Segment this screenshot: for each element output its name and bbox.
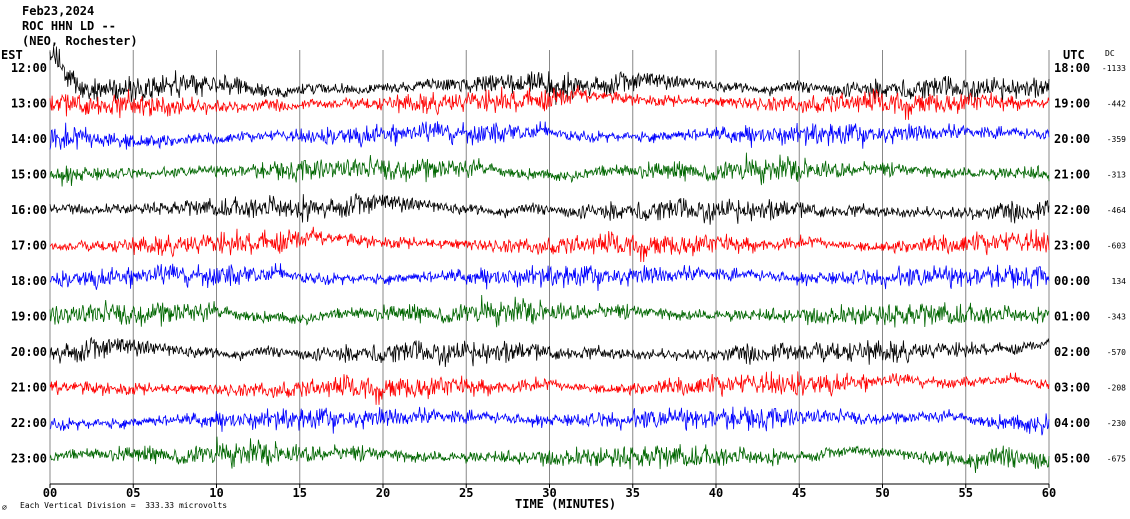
dc-value-22:00: -230 [1107, 419, 1126, 428]
x-tick-label-10: 10 [209, 486, 223, 500]
est-label-18:00: 18:00 [11, 274, 47, 288]
dc-value-23:00: -675 [1107, 455, 1126, 464]
est-label-23:00: 23:00 [11, 452, 47, 466]
trace-20:00 [49, 336, 1050, 368]
trace-14:00 [49, 121, 1050, 150]
x-tick-label-60: 60 [1042, 486, 1056, 500]
dc-value-14:00: -359 [1107, 135, 1126, 144]
trace-19:00 [49, 294, 1050, 328]
est-label-15:00: 15:00 [11, 168, 47, 182]
x-tick-label-05: 05 [126, 486, 140, 500]
trace-21:00 [49, 371, 1050, 405]
est-label-16:00: 16:00 [11, 203, 47, 217]
left-timezone-label: EST [1, 48, 23, 62]
header-station: ROC HHN LD -- [22, 19, 116, 33]
x-tick-label-00: 00 [43, 486, 57, 500]
trace-16:00 [49, 192, 1050, 225]
trace-22:00 [49, 406, 1050, 436]
utc-label-22:00: 22:00 [1054, 203, 1090, 217]
est-label-13:00: 13:00 [11, 97, 47, 111]
dc-value-12:00: -1133 [1102, 64, 1126, 73]
utc-label-05:00: 05:00 [1054, 452, 1090, 466]
x-tick-label-35: 35 [626, 486, 640, 500]
dc-value-13:00: -442 [1107, 100, 1126, 109]
trace-13:00 [49, 85, 1050, 120]
time-axis: 00 05 10 15 20 25 30 35 40 45 50 55 60 [43, 484, 1056, 500]
dc-value-19:00: -343 [1107, 313, 1126, 322]
dc-value-20:00: -570 [1107, 348, 1126, 357]
est-label-21:00: 21:00 [11, 381, 47, 395]
utc-label-03:00: 03:00 [1054, 381, 1090, 395]
dc-value-16:00: -464 [1107, 206, 1126, 215]
x-tick-label-20: 20 [376, 486, 390, 500]
dc-offset-label: DC [1105, 49, 1115, 58]
trace-23:00 [49, 436, 1050, 474]
scale-note: Each Vertical Division = 333.33 microvol… [20, 501, 228, 510]
dc-value-21:00: -208 [1107, 384, 1126, 393]
x-tick-label-55: 55 [959, 486, 973, 500]
utc-label-21:00: 21:00 [1054, 168, 1090, 182]
utc-label-01:00: 01:00 [1054, 310, 1090, 324]
trace-17:00 [49, 226, 1050, 263]
utc-label-04:00: 04:00 [1054, 416, 1090, 430]
x-tick-label-15: 15 [293, 486, 307, 500]
seismic-traces [49, 46, 1050, 474]
est-label-22:00: 22:00 [11, 416, 47, 430]
header-network: (NEO, Rochester) [22, 34, 138, 48]
x-axis-title: TIME (MINUTES) [515, 497, 617, 511]
x-tick-label-40: 40 [709, 486, 723, 500]
right-timezone-label: UTC [1063, 48, 1085, 62]
dc-value-15:00: -313 [1107, 171, 1126, 180]
x-tick-label-25: 25 [459, 486, 473, 500]
header-date: Feb23,2024 [22, 4, 95, 18]
est-label-12:00: 12:00 [11, 61, 47, 75]
utc-label-23:00: 23:00 [1054, 239, 1090, 253]
dc-value-18:00: 134 [1112, 277, 1127, 286]
utc-label-02:00: 02:00 [1054, 345, 1090, 359]
x-tick-label-50: 50 [875, 486, 889, 500]
utc-label-20:00: 20:00 [1054, 132, 1090, 146]
hour-labels: 12:00 18:00 -1133 13:00 19:00 -442 14:00 20:00 -… [11, 61, 1126, 466]
utc-label-18:00: 18:00 [1054, 61, 1090, 75]
x-tick-label-30: 30 [542, 486, 556, 500]
footer-mark: ∅ [2, 503, 7, 512]
utc-label-19:00: 19:00 [1054, 97, 1090, 111]
dc-value-17:00: -603 [1107, 242, 1126, 251]
utc-label-00:00: 00:00 [1054, 274, 1090, 288]
est-label-19:00: 19:00 [11, 310, 47, 324]
est-label-17:00: 17:00 [11, 239, 47, 253]
est-label-14:00: 14:00 [11, 132, 47, 146]
trace-18:00 [49, 263, 1050, 291]
trace-15:00 [49, 152, 1050, 187]
x-tick-label-45: 45 [792, 486, 806, 500]
est-label-20:00: 20:00 [11, 345, 47, 359]
